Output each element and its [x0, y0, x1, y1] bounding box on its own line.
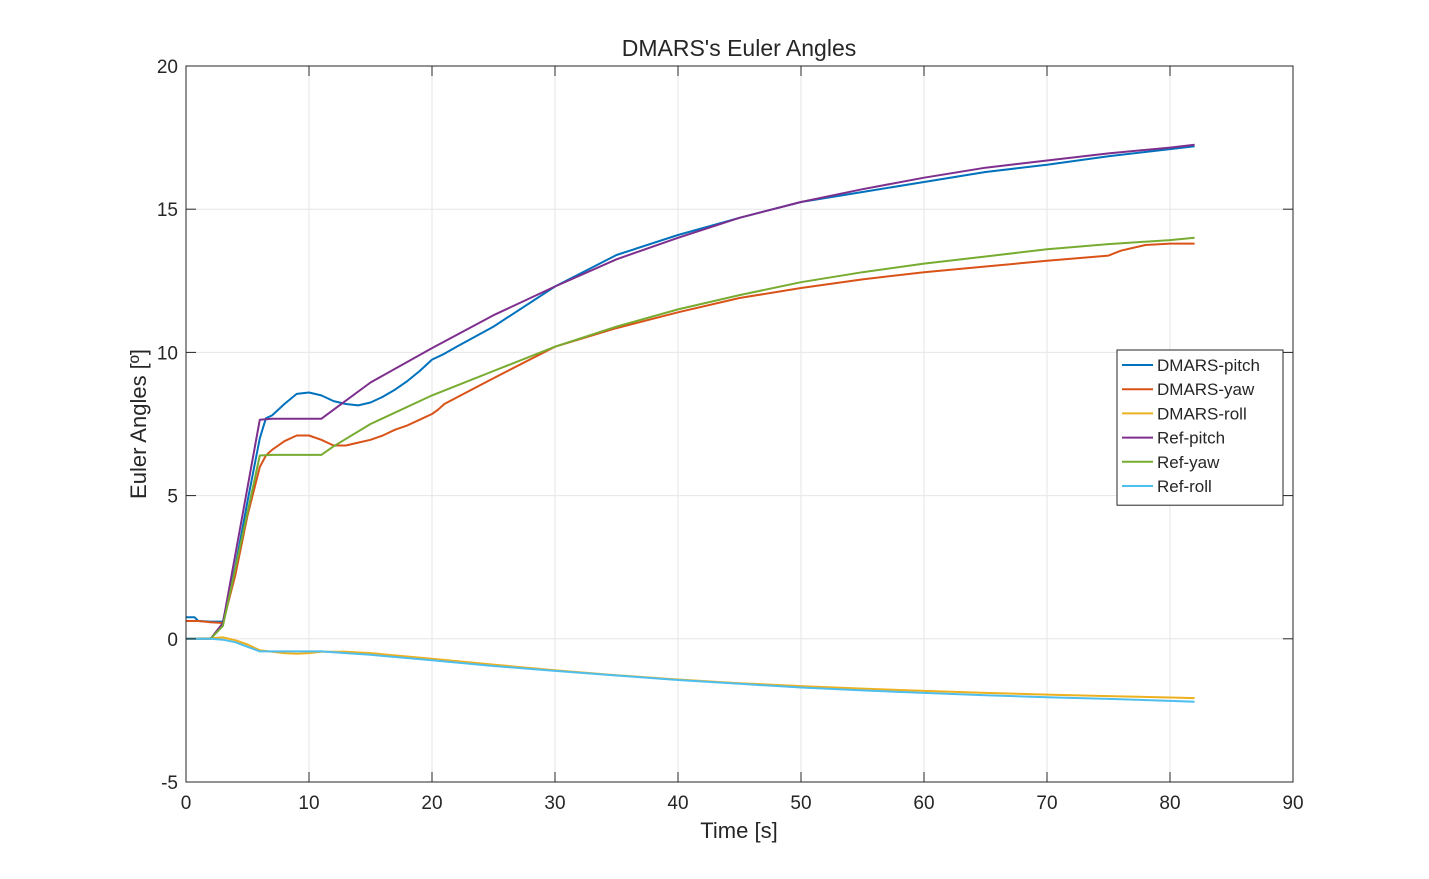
x-tick-label: 60 — [913, 793, 934, 814]
y-tick-label: 0 — [167, 630, 178, 651]
plot-frame — [185, 65, 1294, 783]
legend-label-dmars-roll: DMARS-roll — [1157, 404, 1247, 423]
series-line-dmars-yaw — [186, 242, 1195, 624]
legend-box — [1116, 349, 1284, 506]
series-line-ref-roll — [186, 637, 1195, 703]
legend-label-dmars-yaw: DMARS-yaw — [1157, 380, 1255, 399]
x-tick-label: 40 — [667, 793, 688, 814]
x-tick-label: 0 — [181, 793, 192, 814]
legend-label-dmars-pitch: DMARS-pitch — [1157, 356, 1260, 375]
y-tick-label: -5 — [161, 773, 178, 794]
x-tick-label: 70 — [1036, 793, 1057, 814]
series-line-ref-pitch — [186, 143, 1195, 640]
x-tick-label: 20 — [421, 793, 442, 814]
y-tick-label: 10 — [157, 343, 178, 364]
y-tick-label: 20 — [157, 57, 178, 78]
legend-label-ref-roll: Ref-roll — [1157, 477, 1212, 496]
y-tick-label: 15 — [157, 200, 178, 221]
y-axis-label: Euler Angles [º] — [126, 349, 151, 499]
series-line-ref-yaw — [186, 236, 1195, 640]
legend-label-ref-pitch: Ref-pitch — [1157, 429, 1225, 448]
x-tick-label: 90 — [1282, 793, 1303, 814]
x-axis-ticks: 0 10 20 30 40 50 60 70 80 90 — [181, 66, 1304, 814]
legend: DMARS-pitch DMARS-yaw DMARS-roll Ref-pitch R… — [1116, 349, 1284, 506]
series-line-dmars-pitch — [186, 145, 1195, 623]
y-tick-label: 5 — [167, 487, 178, 508]
x-tick-label: 80 — [1159, 793, 1180, 814]
legend-label-ref-yaw: Ref-yaw — [1157, 453, 1220, 472]
series-layer — [185, 143, 1195, 703]
chart-title: DMARS's Euler Angles — [622, 35, 856, 61]
x-tick-label: 30 — [544, 793, 565, 814]
x-tick-label: 50 — [790, 793, 811, 814]
y-axis-ticks: -5 0 5 10 15 20 — [157, 57, 1293, 794]
series-line-dmars-roll — [185, 636, 1195, 700]
x-tick-label: 10 — [298, 793, 319, 814]
x-axis-label: Time [s] — [700, 818, 777, 843]
